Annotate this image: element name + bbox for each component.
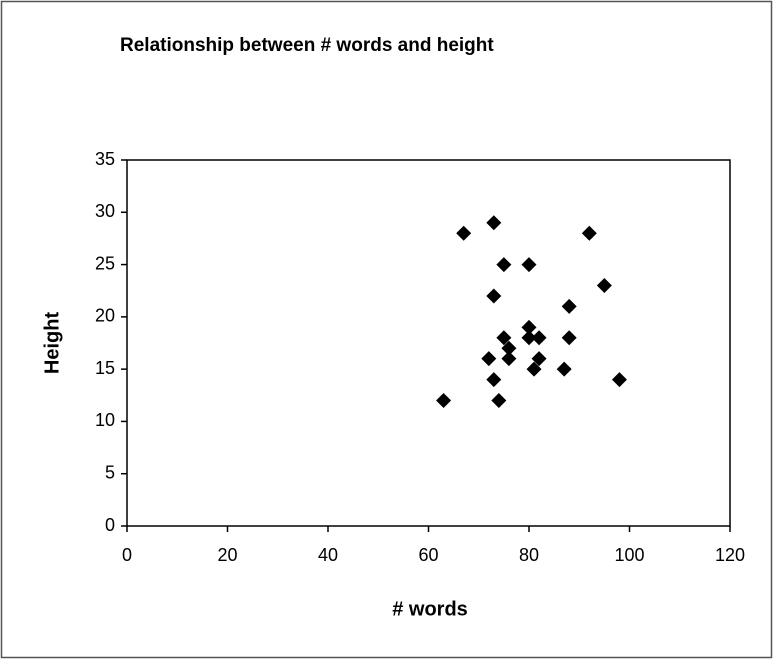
point [496,257,512,273]
point [501,340,517,356]
point [531,351,547,367]
point [556,361,572,377]
y-tick-label: 0 [105,515,115,535]
point [486,215,502,231]
point [561,298,577,314]
y-tick-label: 5 [105,462,115,482]
point [436,393,452,409]
x-tick-label: 100 [614,545,644,565]
point [596,277,612,293]
y-tick-label: 10 [95,410,115,430]
point [611,372,627,388]
point [481,351,497,367]
point [531,330,547,346]
y-tick-label: 15 [95,358,115,378]
x-tick-label: 0 [122,545,132,565]
point [521,330,537,346]
point [496,330,512,346]
y-tick-label: 35 [95,149,115,169]
x-axis-title: # words [392,598,468,620]
point [491,393,507,409]
point [456,225,472,241]
point [561,330,577,346]
chart-title: Relationship between # words and height [120,35,494,56]
y-tick-label: 20 [95,306,115,326]
point [501,351,517,367]
y-tick-label: 30 [95,201,115,221]
x-tick-label: 60 [418,545,438,565]
x-tick-label: 40 [318,545,338,565]
x-tick-label: 80 [519,545,539,565]
plot-area [126,159,731,527]
x-tick-label: 120 [715,545,745,565]
point [521,257,537,273]
point [526,361,542,377]
point [486,288,502,304]
y-axis-title: Height [41,312,63,375]
point [581,225,597,241]
point [486,372,502,388]
y-tick-label: 25 [95,253,115,273]
x-tick-label: 20 [217,545,237,565]
point [521,319,537,335]
